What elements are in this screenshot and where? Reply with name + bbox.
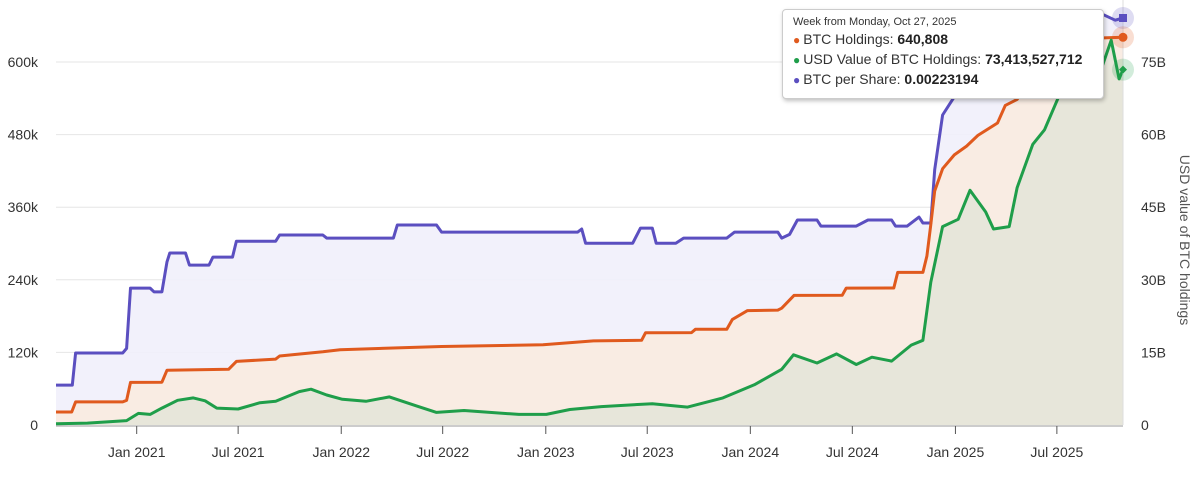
legend-dot-icon: ●: [793, 33, 801, 47]
y-left-tick-label: 0: [30, 417, 38, 433]
hover-markers: [1112, 7, 1134, 81]
series-areas: [56, 14, 1123, 426]
x-axis: Jan 2021 Jul 2021 Jan 2022 Jul 2022 Jan 2023…: [56, 0, 1124, 460]
x-tick-label: Jul 2022: [416, 444, 469, 460]
line-btc-holdings: [56, 35, 1124, 414]
marker-btc-per-share: [1119, 14, 1127, 22]
y-right-tick-label: 0: [1141, 417, 1149, 433]
y-axis-left: 0 120k 240k 360k 480k 600k: [8, 54, 39, 433]
series-lines: [55, 13, 1125, 426]
y-right-tick-label: 30B: [1141, 272, 1166, 288]
tooltip-value: 73,413,527,712: [985, 51, 1083, 67]
legend-dot-icon: ●: [793, 53, 801, 67]
y-axis-right: 0 15B 30B 45B 60B 75B: [1141, 54, 1166, 433]
legend-dot-icon: ●: [793, 73, 801, 87]
x-tick-label: Jul 2024: [826, 444, 879, 460]
y-axis-right-title: USD value of BTC holdings: [1177, 155, 1193, 325]
line-usd-value-of-btc-holdings: [55, 38, 1125, 426]
tooltip-row-btc-per-share: ● BTC per Share: 0.00223194: [793, 70, 1093, 90]
x-tick-label: Jul 2021: [212, 444, 265, 460]
x-tick-label: Jan 2022: [312, 444, 370, 460]
y-right-tick-label: 60B: [1141, 127, 1166, 143]
x-tick-label: Jan 2024: [722, 444, 780, 460]
x-tick-label: Jan 2025: [927, 444, 985, 460]
y-left-tick-label: 600k: [8, 54, 39, 70]
y-left-tick-label: 120k: [8, 344, 39, 360]
tooltip-value: 640,808: [897, 31, 949, 47]
y-right-tick-label: 45B: [1141, 199, 1166, 215]
area-usd-value-of-btc-holdings: [56, 40, 1123, 425]
y-left-tick-label: 360k: [8, 199, 39, 215]
y-left-tick-label: 480k: [8, 127, 39, 143]
area-btc-holdings: [56, 37, 1123, 426]
tooltip-row-btc-holdings: ● BTC Holdings: 640,808: [793, 30, 1093, 50]
tooltip-header: Week from Monday, Oct 27, 2025: [793, 16, 957, 28]
x-tick-label: Jul 2025: [1030, 444, 1083, 460]
y-right-tick-label: 15B: [1141, 344, 1166, 360]
marker-btc-holdings: [1118, 32, 1128, 42]
marker-usd-value-of-btc-holdings: [1119, 65, 1127, 74]
tooltip-row-usd-value: ● USD Value of BTC Holdings: 73,413,527,7…: [793, 50, 1093, 70]
tooltip: Week from Monday, Oct 27, 2025 ● BTC Hold…: [782, 9, 1104, 99]
line-btc-per-share: [56, 13, 1124, 387]
tooltip-label: USD Value of BTC Holdings:: [803, 51, 986, 67]
tooltip-value: 0.00223194: [904, 71, 979, 87]
x-tick-label: Jan 2021: [108, 444, 166, 460]
y-left-tick-label: 240k: [8, 272, 39, 288]
tooltip-label: BTC per Share:: [803, 71, 905, 87]
y-right-tick-label: 75B: [1141, 54, 1166, 70]
x-tick-label: Jul 2023: [621, 444, 674, 460]
x-tick-label: Jan 2023: [517, 444, 575, 460]
tooltip-label: BTC Holdings:: [803, 31, 898, 47]
